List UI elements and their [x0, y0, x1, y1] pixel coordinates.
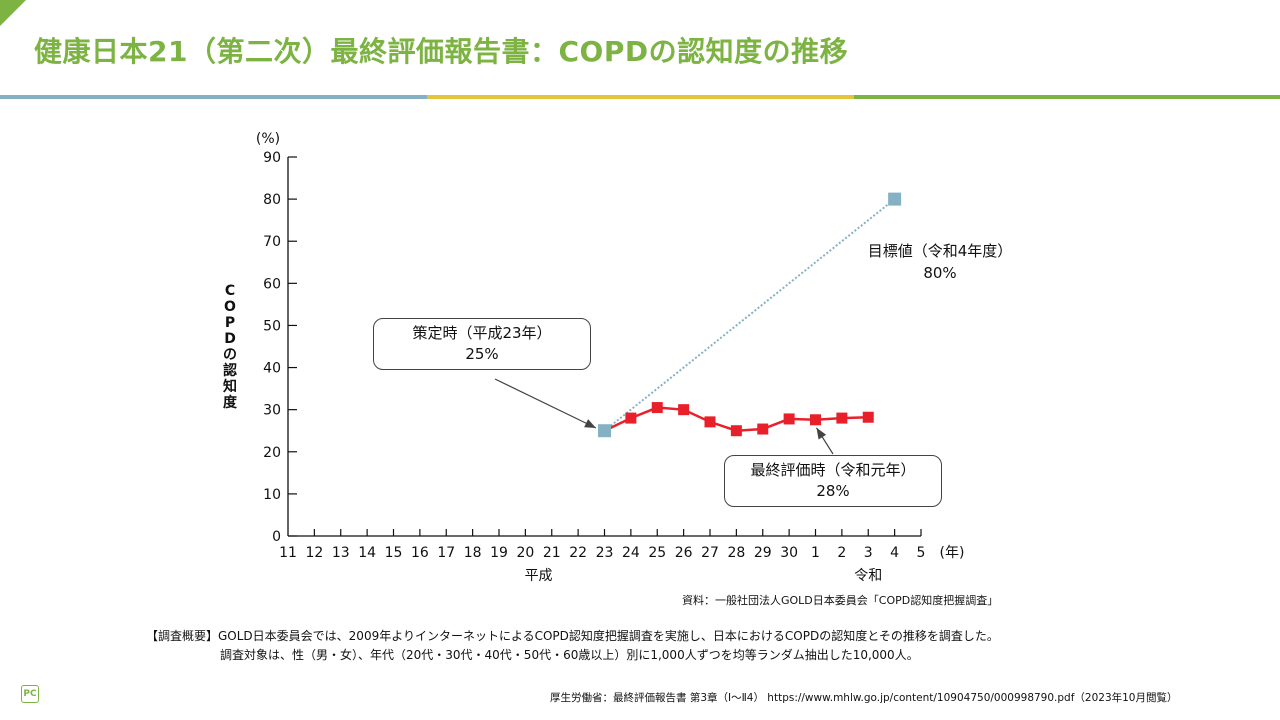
x-tick-label: 15 [385, 545, 403, 561]
y-tick-label: 10 [263, 487, 281, 503]
header-divider-yellow [427, 95, 854, 99]
awareness-point [651, 402, 663, 414]
x-tick-label: 11 [279, 545, 297, 561]
annotation-final: 最終評価時（令和元年） 28% [724, 455, 942, 507]
baseline-point [598, 424, 611, 438]
x-tick-label: 4 [890, 545, 899, 561]
y-tick-label: 0 [272, 529, 281, 545]
x-tick-label: 27 [701, 545, 719, 561]
arrow-shaft [494, 378, 597, 429]
annotation-target: 目標値（令和4年度） 80% [850, 240, 1030, 284]
corner-accent [0, 0, 26, 26]
y-tick-label: 90 [263, 150, 281, 166]
survey-summary-line2: 調査対象は、性（男・女）、年代（20代・30代・40代・50代・60歳以上）別に… [220, 648, 919, 662]
x-tick-label: 22 [569, 545, 587, 561]
awareness-point [678, 404, 690, 416]
x-tick-label: 16 [411, 545, 429, 561]
y-tick-label: 70 [263, 234, 281, 250]
awareness-point [704, 416, 716, 428]
annotation-baseline-title: 策定時（平成23年） [412, 324, 552, 342]
x-axis-unit: (年) [940, 545, 965, 561]
x-tick-label: 2 [837, 545, 846, 561]
arrow-head [816, 427, 827, 440]
awareness-point [625, 412, 637, 424]
x-tick-label: 25 [648, 545, 666, 561]
survey-summary-line1: 【調査概要】GOLD日本委員会では、2009年よりインターネットによるCOPD認… [146, 629, 999, 643]
y-tick-label: 80 [263, 192, 281, 208]
x-tick-label: 19 [490, 545, 508, 561]
y-tick-label: 60 [263, 276, 281, 292]
era-label: 令和 [854, 568, 882, 584]
annotation-baseline: 策定時（平成23年） 25% [373, 318, 591, 370]
y-tick-label: 50 [263, 318, 281, 334]
y-axis-unit: (%) [256, 131, 280, 147]
y-tick-label: 30 [263, 403, 281, 419]
x-tick-label: 29 [754, 545, 772, 561]
arrow-head [584, 419, 596, 428]
x-tick-label: 5 [917, 545, 926, 561]
x-tick-label: 28 [727, 545, 745, 561]
x-tick-label: 13 [332, 545, 350, 561]
x-tick-label: 30 [780, 545, 798, 561]
awareness-point [783, 413, 795, 425]
x-tick-label: 23 [596, 545, 614, 561]
x-tick-label: 12 [305, 545, 323, 561]
target-point [888, 192, 902, 206]
awareness-point [810, 414, 821, 426]
x-tick-label: 1 [811, 545, 820, 561]
header-divider-blue [0, 95, 427, 99]
x-tick-label: 26 [675, 545, 693, 561]
logo-icon: PC [21, 685, 39, 703]
page-title: 健康日本21（第二次）最終評価報告書：COPDの認知度の推移 [34, 35, 849, 68]
reference-link[interactable]: 厚生労働省：最終評価報告書 第3章（Ⅰ～Ⅱ4） https://www.mhlw… [550, 692, 1178, 704]
awareness-point [836, 412, 848, 424]
header-divider-green [854, 95, 1280, 99]
awareness-point [757, 423, 769, 435]
awareness-point [730, 425, 742, 437]
x-tick-label: 3 [864, 545, 873, 561]
x-tick-label: 21 [543, 545, 561, 561]
y-axis-label: COPDの認知度 [223, 283, 237, 411]
annotation-target-value: 80% [923, 264, 957, 282]
y-tick-label: 40 [263, 361, 281, 377]
survey-summary: 【調査概要】GOLD日本委員会では、2009年よりインターネットによるCOPD認… [146, 627, 999, 665]
era-label: 平成 [525, 568, 553, 584]
baseline-arrow [494, 378, 597, 429]
source-note: 資料：一般社団法人GOLD日本委員会「COPD認知度把握調査」 [682, 594, 999, 607]
x-tick-label: 20 [516, 545, 534, 561]
annotation-baseline-value: 25% [465, 345, 499, 363]
x-tick-label: 18 [464, 545, 482, 561]
x-tick-label: 17 [437, 545, 455, 561]
final-arrow [815, 427, 834, 455]
awareness-point [862, 411, 874, 423]
y-tick-label: 20 [263, 445, 281, 461]
annotation-final-value: 28% [816, 482, 850, 500]
x-tick-label: 24 [622, 545, 640, 561]
annotation-target-title: 目標値（令和4年度） [867, 242, 1013, 260]
target-line [603, 198, 896, 432]
x-tick-label: 14 [358, 545, 376, 561]
annotation-final-title: 最終評価時（令和元年） [750, 461, 916, 479]
